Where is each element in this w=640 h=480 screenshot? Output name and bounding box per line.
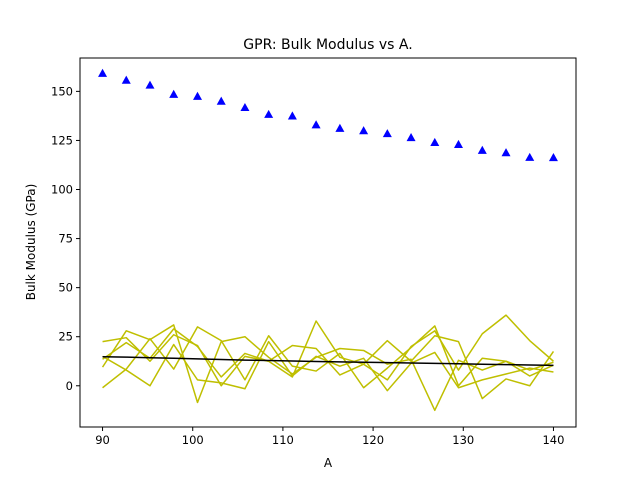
data-point (311, 120, 321, 129)
x-tick-label: 100 (182, 433, 204, 447)
data-point (98, 68, 108, 77)
data-point (169, 89, 179, 98)
data-point (501, 148, 511, 157)
data-point (430, 137, 440, 146)
y-tick-label: 75 (58, 232, 73, 246)
x-tick-label: 120 (362, 433, 384, 447)
axes-frame (79, 57, 577, 428)
series-line-1 (102, 355, 554, 367)
series-line-3 (101, 324, 554, 412)
data-point (477, 145, 487, 154)
y-axis-label: Bulk Modulus (GPa) (24, 184, 38, 301)
x-axis-label: A (324, 456, 333, 470)
y-tick-label: 100 (51, 183, 73, 197)
data-point (264, 109, 274, 118)
x-tick-label: 140 (542, 433, 564, 447)
y-tick-label: 150 (51, 84, 73, 98)
x-tick-label: 130 (452, 433, 474, 447)
y-tick-label: 0 (66, 379, 73, 393)
y-tick-label: 25 (58, 330, 73, 344)
data-point (335, 123, 345, 132)
data-point (240, 102, 250, 112)
data-point (525, 152, 535, 161)
data-point (193, 91, 203, 100)
data-point (548, 153, 558, 162)
x-tick-label: 90 (95, 433, 110, 447)
chart-title: GPR: Bulk Modulus vs A. (243, 37, 412, 53)
data-point (121, 75, 131, 84)
data-point (453, 139, 463, 148)
data-point (216, 96, 226, 105)
data-point (145, 80, 155, 89)
y-tick-label: 50 (58, 281, 73, 295)
series-layer (98, 68, 558, 412)
plot-background (80, 58, 576, 427)
x-tick-label: 110 (272, 433, 294, 447)
axes-layer: 90 100 110 120 130 140 0 25 50 75 100 125 150 (51, 57, 577, 447)
data-point (406, 132, 416, 142)
data-point (287, 111, 297, 120)
data-point (382, 129, 392, 138)
data-point (359, 126, 369, 135)
plot-area (80, 58, 576, 427)
y-tick-label: 125 (51, 133, 73, 147)
